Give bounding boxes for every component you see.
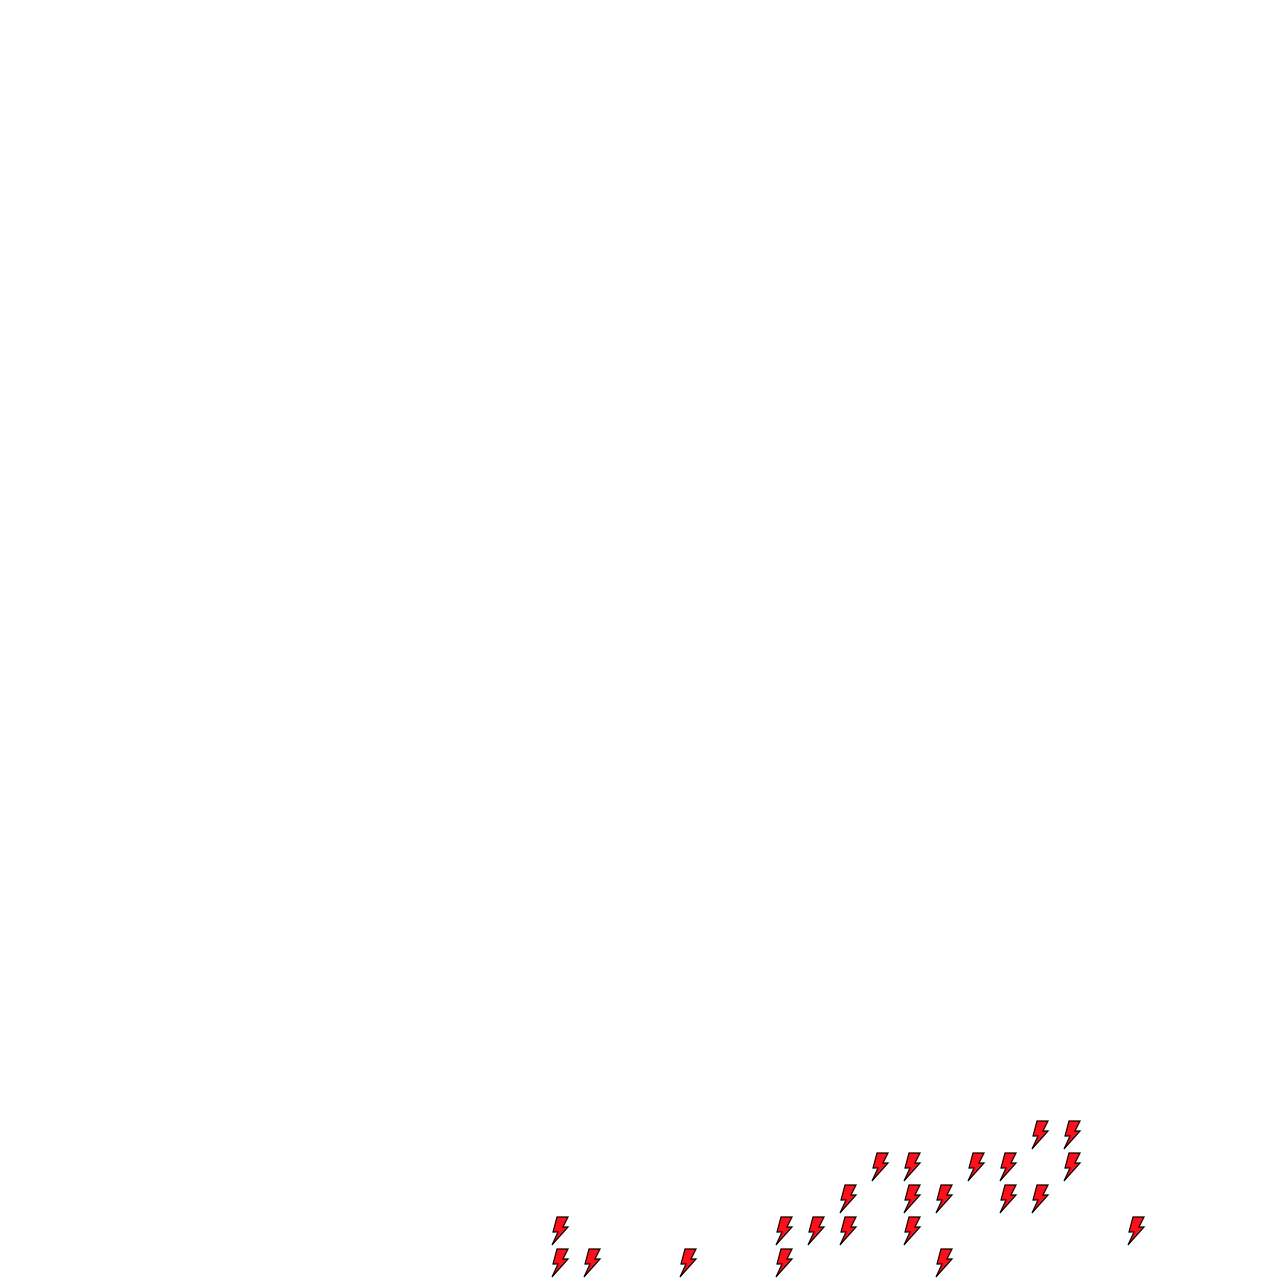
- lightning-bolt-icon: [1030, 1184, 1050, 1214]
- lightning-bolt-icon: [550, 1216, 570, 1246]
- lightning-bolt-icon: [934, 1184, 954, 1214]
- lightning-bolt-icon: [774, 1248, 794, 1278]
- lightning-bolt-icon: [902, 1216, 922, 1246]
- lightning-bolt-icon: [1126, 1216, 1146, 1246]
- lightning-bolt-icon: [934, 1248, 954, 1278]
- lightning-bolt-icon: [582, 1248, 602, 1278]
- lightning-bolt-icon: [870, 1152, 890, 1182]
- lightning-bolt-icon: [1062, 1120, 1082, 1150]
- lightning-bolt-icon: [966, 1152, 986, 1182]
- lightning-bolt-icon: [550, 1248, 570, 1278]
- lightning-bolt-icon: [838, 1184, 858, 1214]
- lightning-bolt-icon: [1030, 1120, 1050, 1150]
- lightning-bolt-icon: [806, 1216, 826, 1246]
- lightning-bolt-icon: [838, 1216, 858, 1246]
- lightning-bolt-icon: [902, 1152, 922, 1182]
- lightning-bolt-icon: [678, 1248, 698, 1278]
- lightning-bolt-icon: [902, 1184, 922, 1214]
- lightning-bolt-icon: [774, 1216, 794, 1246]
- lightning-bolt-icon: [1062, 1152, 1082, 1182]
- lightning-bolt-icon: [998, 1184, 1018, 1214]
- lightning-bolt-icon: [998, 1152, 1018, 1182]
